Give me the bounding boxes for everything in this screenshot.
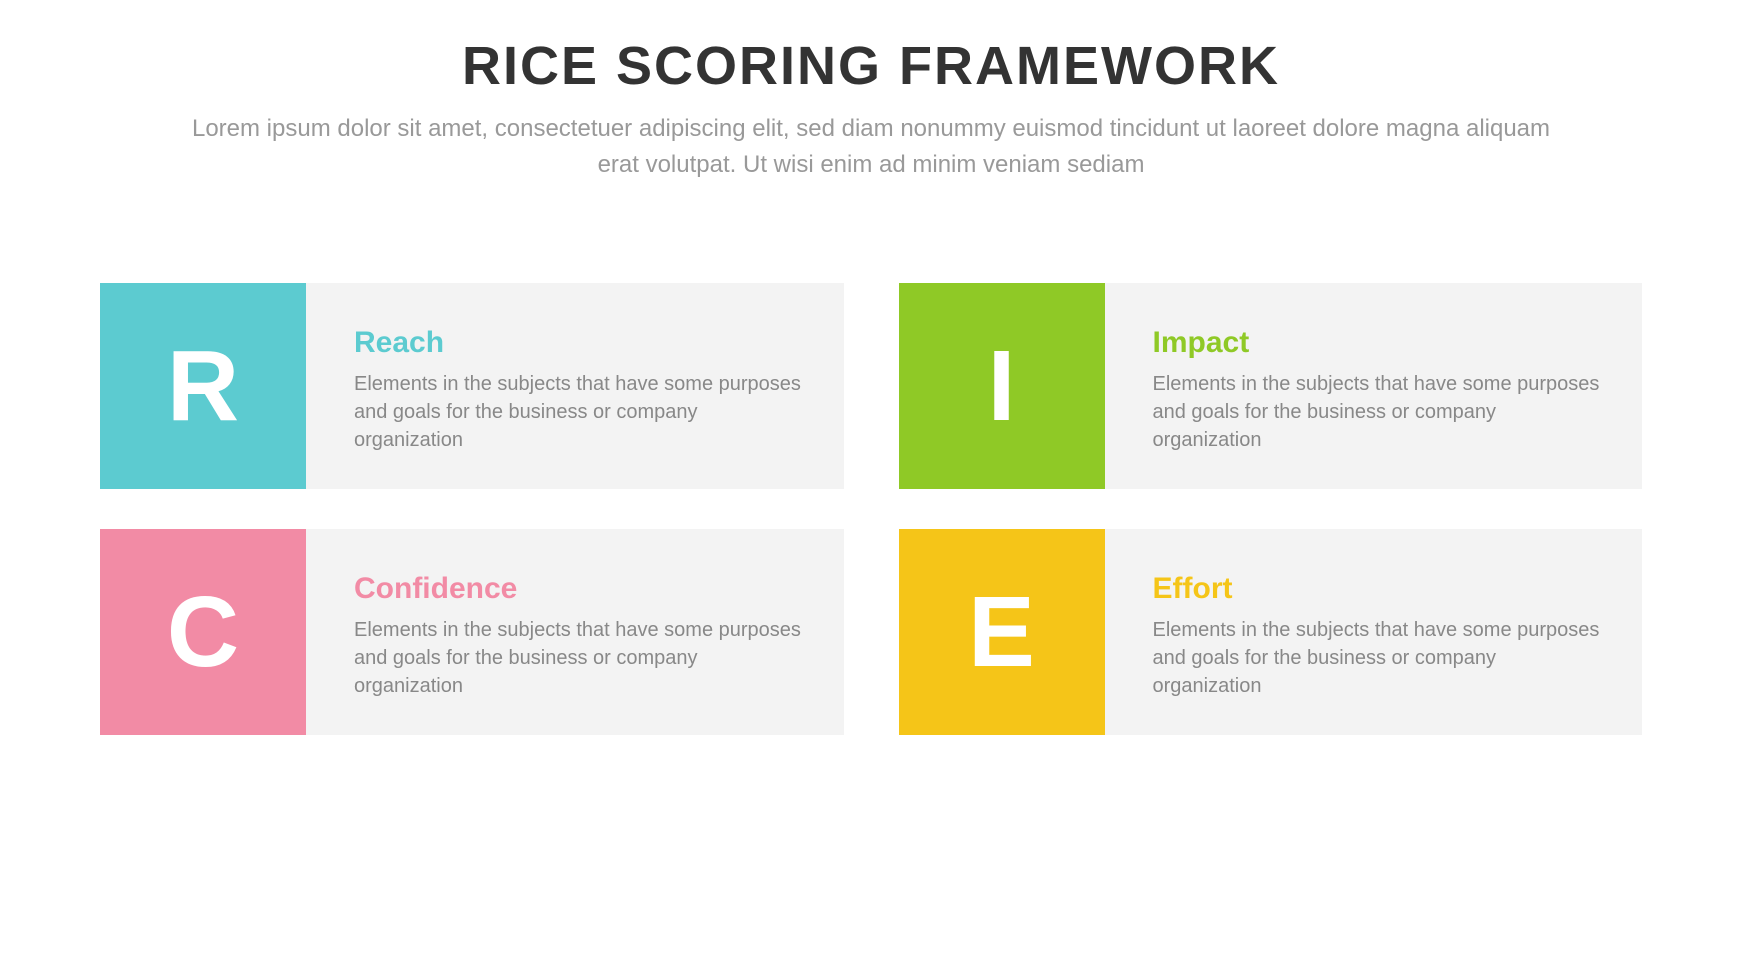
card-letter-c: C <box>100 529 306 735</box>
card-letter-e: E <box>899 529 1105 735</box>
card-confidence: C Confidence Elements in the subjects th… <box>100 529 844 735</box>
page-title: RICE SCORING FRAMEWORK <box>85 35 1657 97</box>
card-heading: Confidence <box>354 572 804 606</box>
page-subtitle: Lorem ipsum dolor sit amet, consectetuer… <box>171 111 1571 183</box>
card-letter-i: I <box>899 283 1105 489</box>
card-effort: E Effort Elements in the subjects that h… <box>899 529 1643 735</box>
card-description: Elements in the subjects that have some … <box>1153 370 1603 454</box>
card-content: Confidence Elements in the subjects that… <box>306 529 844 735</box>
card-impact: I Impact Elements in the subjects that h… <box>899 283 1643 489</box>
header: RICE SCORING FRAMEWORK Lorem ipsum dolor… <box>85 35 1657 183</box>
card-content: Effort Elements in the subjects that hav… <box>1105 529 1643 735</box>
card-description: Elements in the subjects that have some … <box>354 616 804 700</box>
card-description: Elements in the subjects that have some … <box>1153 616 1603 700</box>
card-content: Impact Elements in the subjects that hav… <box>1105 283 1643 489</box>
card-reach: R Reach Elements in the subjects that ha… <box>100 283 844 489</box>
card-heading: Impact <box>1153 326 1603 360</box>
card-description: Elements in the subjects that have some … <box>354 370 804 454</box>
cards-grid: R Reach Elements in the subjects that ha… <box>85 283 1657 735</box>
card-letter-r: R <box>100 283 306 489</box>
card-heading: Effort <box>1153 572 1603 606</box>
card-content: Reach Elements in the subjects that have… <box>306 283 844 489</box>
card-heading: Reach <box>354 326 804 360</box>
